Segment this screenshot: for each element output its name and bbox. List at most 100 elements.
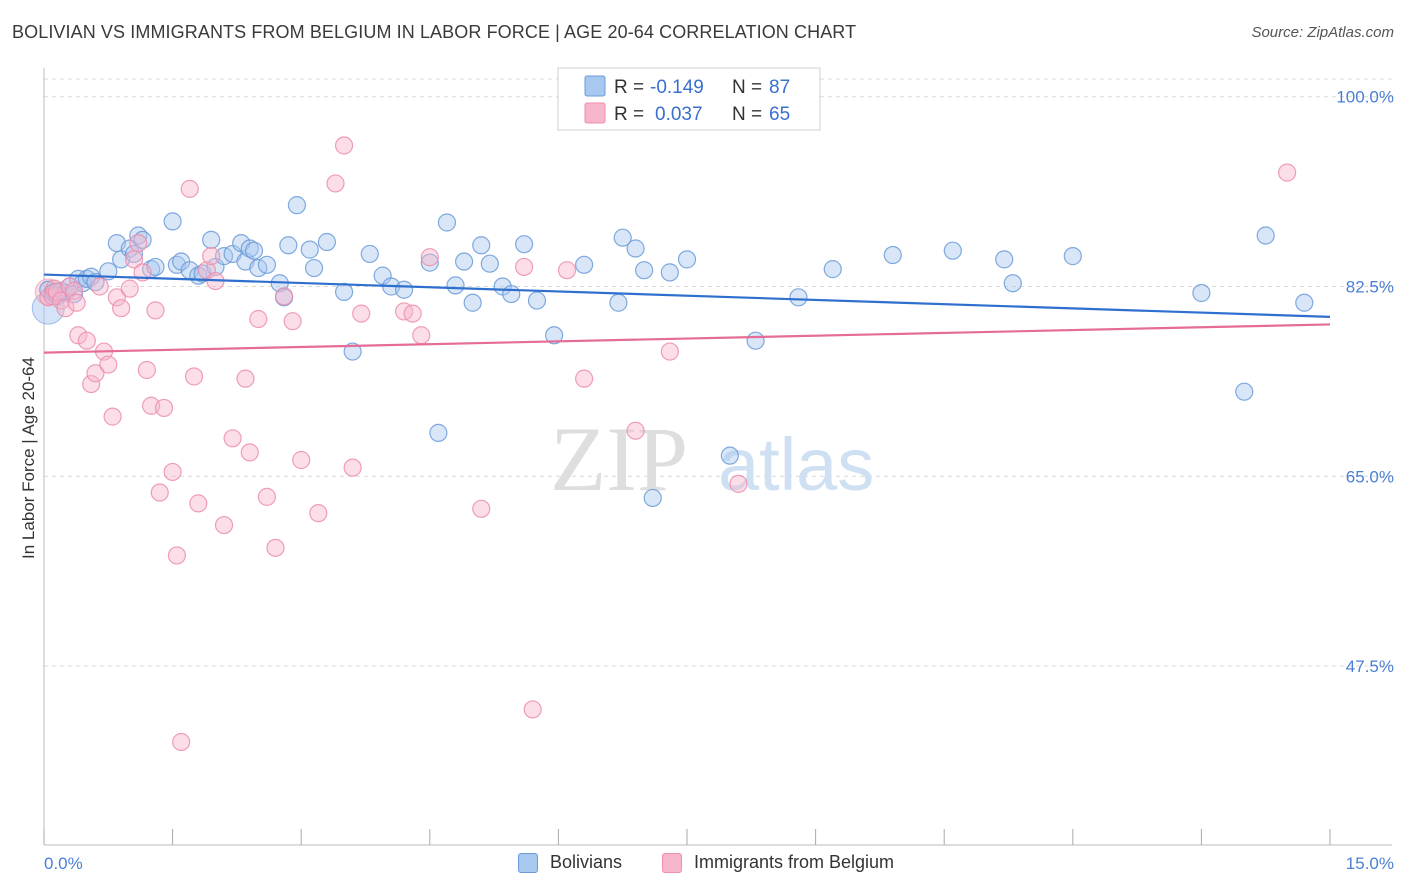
legend-swatch-pink <box>584 102 606 124</box>
legend-n-label-1: N = <box>732 77 762 98</box>
legend-n-value-1: 87 <box>769 77 790 98</box>
y-tick-label: 47.5% <box>1346 657 1394 676</box>
legend-r-value-2: 0.037 <box>655 104 703 125</box>
bolivian-point <box>454 252 474 271</box>
bottom-legend-item-belgium[interactable]: Immigrants from Belgium <box>662 852 894 873</box>
belgium-label: Immigrants from Belgium <box>694 852 895 872</box>
bolivian-point <box>279 236 298 255</box>
y-tick-label: 65.0% <box>1346 467 1394 486</box>
belgium-point <box>523 700 542 719</box>
bolivian-point <box>437 213 457 232</box>
bolivian-point <box>244 241 264 260</box>
bolivian-point <box>429 423 448 442</box>
bolivian-point <box>643 488 662 508</box>
belgium-point <box>472 499 491 518</box>
bolivian-point <box>545 326 564 345</box>
bolivian-point <box>480 254 499 273</box>
belgium-point <box>326 174 345 193</box>
bolivian-point <box>360 244 379 264</box>
legend: R = -0.149 N = 87 R = 0.037 N = 65 <box>557 67 821 131</box>
belgium-point <box>257 487 277 506</box>
watermark-zip: ZIP <box>550 408 688 510</box>
belgium-point <box>129 233 148 253</box>
legend-n-label-2: N = <box>732 104 762 125</box>
belgium-point <box>137 360 156 380</box>
belgium-point <box>352 304 371 323</box>
bolivian-point <box>943 241 962 260</box>
bolivian-point <box>163 212 182 231</box>
bolivian-point <box>1063 247 1082 266</box>
belgium-point <box>90 277 109 296</box>
belgium-point <box>334 136 354 155</box>
chart-source: Source: ZipAtlas.com <box>1251 24 1394 41</box>
legend-r-value-1: -0.149 <box>650 77 704 98</box>
trend-lines <box>43 273 1331 354</box>
bolivian-point <box>343 342 362 361</box>
belgium-point <box>626 421 645 440</box>
x-tick-label: 15.0% <box>1346 854 1394 873</box>
belgium-point <box>515 257 534 277</box>
belgium-point <box>214 515 234 535</box>
bolivian-point <box>575 255 594 274</box>
belgium-point <box>236 369 255 388</box>
legend-r-label-2: R = <box>614 104 644 125</box>
bolivian-point <box>463 293 482 312</box>
belgium-point <box>69 326 88 345</box>
bolivian-point <box>823 260 842 279</box>
tick-labels: 100.0% 82.5% 65.0% 47.5% 0.0% 15.0% <box>44 88 1394 873</box>
bolivian-point <box>1192 283 1211 303</box>
legend-n-value-2: 65 <box>769 104 790 125</box>
belgium-point <box>167 546 186 565</box>
watermark: ZIP atlas <box>550 408 874 510</box>
belgium-trend-line <box>43 323 1331 354</box>
belgium-point <box>189 494 208 513</box>
belgium-point <box>343 458 362 477</box>
bolivian-point <box>317 232 337 252</box>
y-tick-label: 100.0% <box>1336 88 1394 107</box>
bolivian-point <box>660 263 679 282</box>
belgium-point <box>77 331 96 350</box>
belgium-point <box>120 279 139 298</box>
bolivian-point <box>257 255 277 274</box>
belgium-point <box>292 450 311 470</box>
bolivian-point <box>883 245 902 265</box>
bolivian-point <box>720 446 739 465</box>
belgium-point <box>223 429 242 448</box>
bolivian-point <box>502 284 521 304</box>
bolivian-point <box>300 240 319 259</box>
belgium-point <box>412 326 431 345</box>
belgium-point <box>112 299 131 318</box>
bolivian-point <box>609 293 628 312</box>
belgium-point <box>309 504 328 523</box>
belgium-point <box>163 462 182 482</box>
bolivian-point <box>677 250 697 269</box>
belgium-point <box>154 398 174 418</box>
bolivian-point <box>995 250 1014 269</box>
belgium-point <box>557 261 577 280</box>
bolivian-point <box>1235 382 1254 401</box>
y-axis-title: In Labor Force | Age 20-64 <box>19 357 38 559</box>
belgium-point <box>1278 163 1297 182</box>
bolivian-point <box>304 258 324 278</box>
belgium-point <box>103 407 122 426</box>
belgium-point <box>403 304 422 323</box>
legend-swatch-blue <box>584 75 606 97</box>
bolivian-trend-line <box>43 273 1331 318</box>
belgium-point <box>172 732 191 752</box>
belgium-point <box>729 474 748 493</box>
belgium-point <box>202 247 221 266</box>
belgium-swatch <box>662 852 682 873</box>
belgium-point <box>184 367 204 386</box>
belgium-point <box>56 299 75 318</box>
x-tick-label: 0.0% <box>44 854 83 873</box>
bolivian-point <box>1003 274 1022 293</box>
bolivian-point <box>394 280 414 299</box>
bolivian-point <box>202 230 221 249</box>
belgium-point <box>99 355 118 374</box>
belgium-point <box>274 287 294 306</box>
bolivian-point <box>446 276 465 295</box>
bottom-legend-item-bolivians[interactable]: Bolivians <box>518 852 622 873</box>
belgium-point <box>82 374 101 394</box>
bottom-legend: Bolivians Immigrants from Belgium <box>0 850 1406 880</box>
